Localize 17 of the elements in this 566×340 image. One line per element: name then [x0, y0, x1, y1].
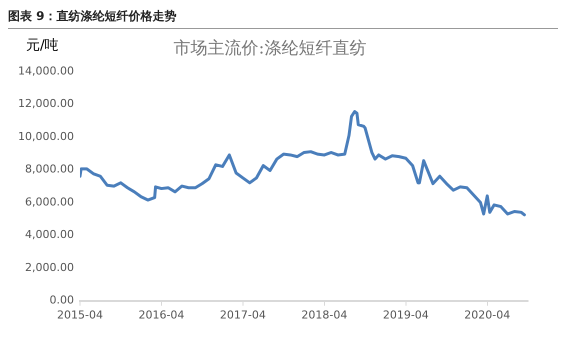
x-tick-label: 2017-04 — [220, 308, 266, 322]
x-tick-label: 2015-04 — [57, 308, 103, 322]
x-tick-label: 2019-04 — [382, 308, 429, 322]
x-tick-label: 2020-04 — [464, 308, 510, 322]
x-tick-label: 2016-04 — [138, 308, 184, 322]
x-tick-label: 2018-04 — [301, 308, 348, 322]
y-tick-label: 2,000.00 — [25, 260, 74, 274]
y-tick-label: 14,000.00 — [18, 64, 74, 78]
chart-title: 图表 9：直纺涤纶短纤价格走势 — [8, 8, 558, 29]
y-tick-label: 12,000.00 — [18, 97, 74, 110]
y-tick-label: 4,000.00 — [25, 228, 74, 242]
y-axis-title: 元/吨 — [26, 38, 59, 54]
y-tick-label: 6,000.00 — [25, 195, 74, 208]
chart-subtitle: 市场主流价:涤纶短纤直纺 — [174, 38, 366, 59]
y-tick-label: 10,000.00 — [18, 130, 74, 143]
y-tick-label: 8,000.00 — [25, 162, 74, 176]
y-tick-label: 0.00 — [49, 294, 74, 307]
